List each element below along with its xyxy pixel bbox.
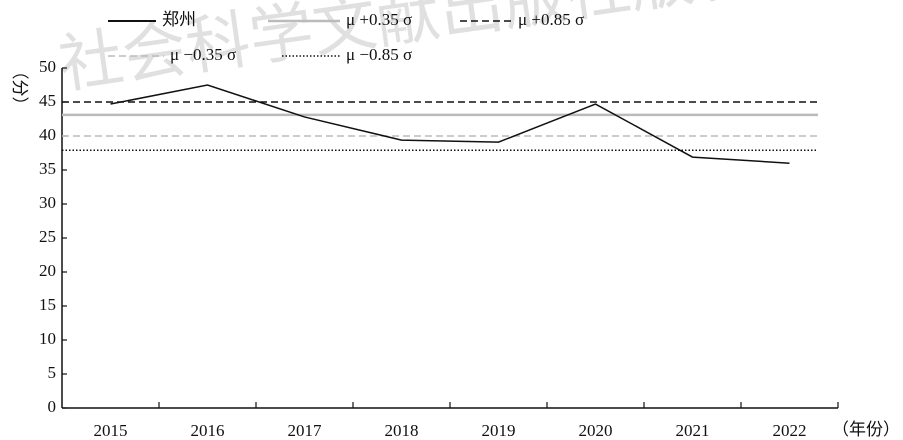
y-tick-label: 25 — [39, 227, 56, 246]
y-tick-label: 45 — [39, 91, 56, 110]
y-tick-label: 20 — [39, 261, 56, 280]
y-tick-label: 50 — [39, 57, 56, 76]
y-tick-label: 5 — [48, 363, 57, 382]
legend-label: μ +0.35 σ — [346, 10, 412, 29]
legend-label: 郑州 — [162, 10, 196, 29]
y-tick-label: 35 — [39, 159, 56, 178]
x-tick-label: 2017 — [288, 421, 323, 440]
x-tick-label: 2020 — [579, 421, 613, 440]
y-tick-label: 15 — [39, 295, 56, 314]
y-axis-label: （分） — [10, 63, 29, 114]
y-tick-label: 10 — [39, 329, 56, 348]
x-tick-label: 2016 — [191, 421, 225, 440]
x-tick-label: 2015 — [94, 421, 128, 440]
data-line — [110, 84, 790, 164]
y-tick-label: 40 — [39, 125, 56, 144]
x-tick-label: 2018 — [385, 421, 419, 440]
legend-label: μ +0.85 σ — [518, 10, 584, 29]
y-tick-label: 0 — [48, 397, 57, 416]
x-axis-label: （年份） — [832, 420, 900, 439]
legend-label: μ −0.85 σ — [346, 45, 412, 64]
y-tick-label: 30 — [39, 193, 56, 212]
x-tick-label: 2019 — [482, 421, 516, 440]
legend-label: μ −0.35 σ — [170, 45, 236, 64]
x-tick-label: 2022 — [773, 421, 807, 440]
x-tick-label: 2021 — [676, 421, 710, 440]
